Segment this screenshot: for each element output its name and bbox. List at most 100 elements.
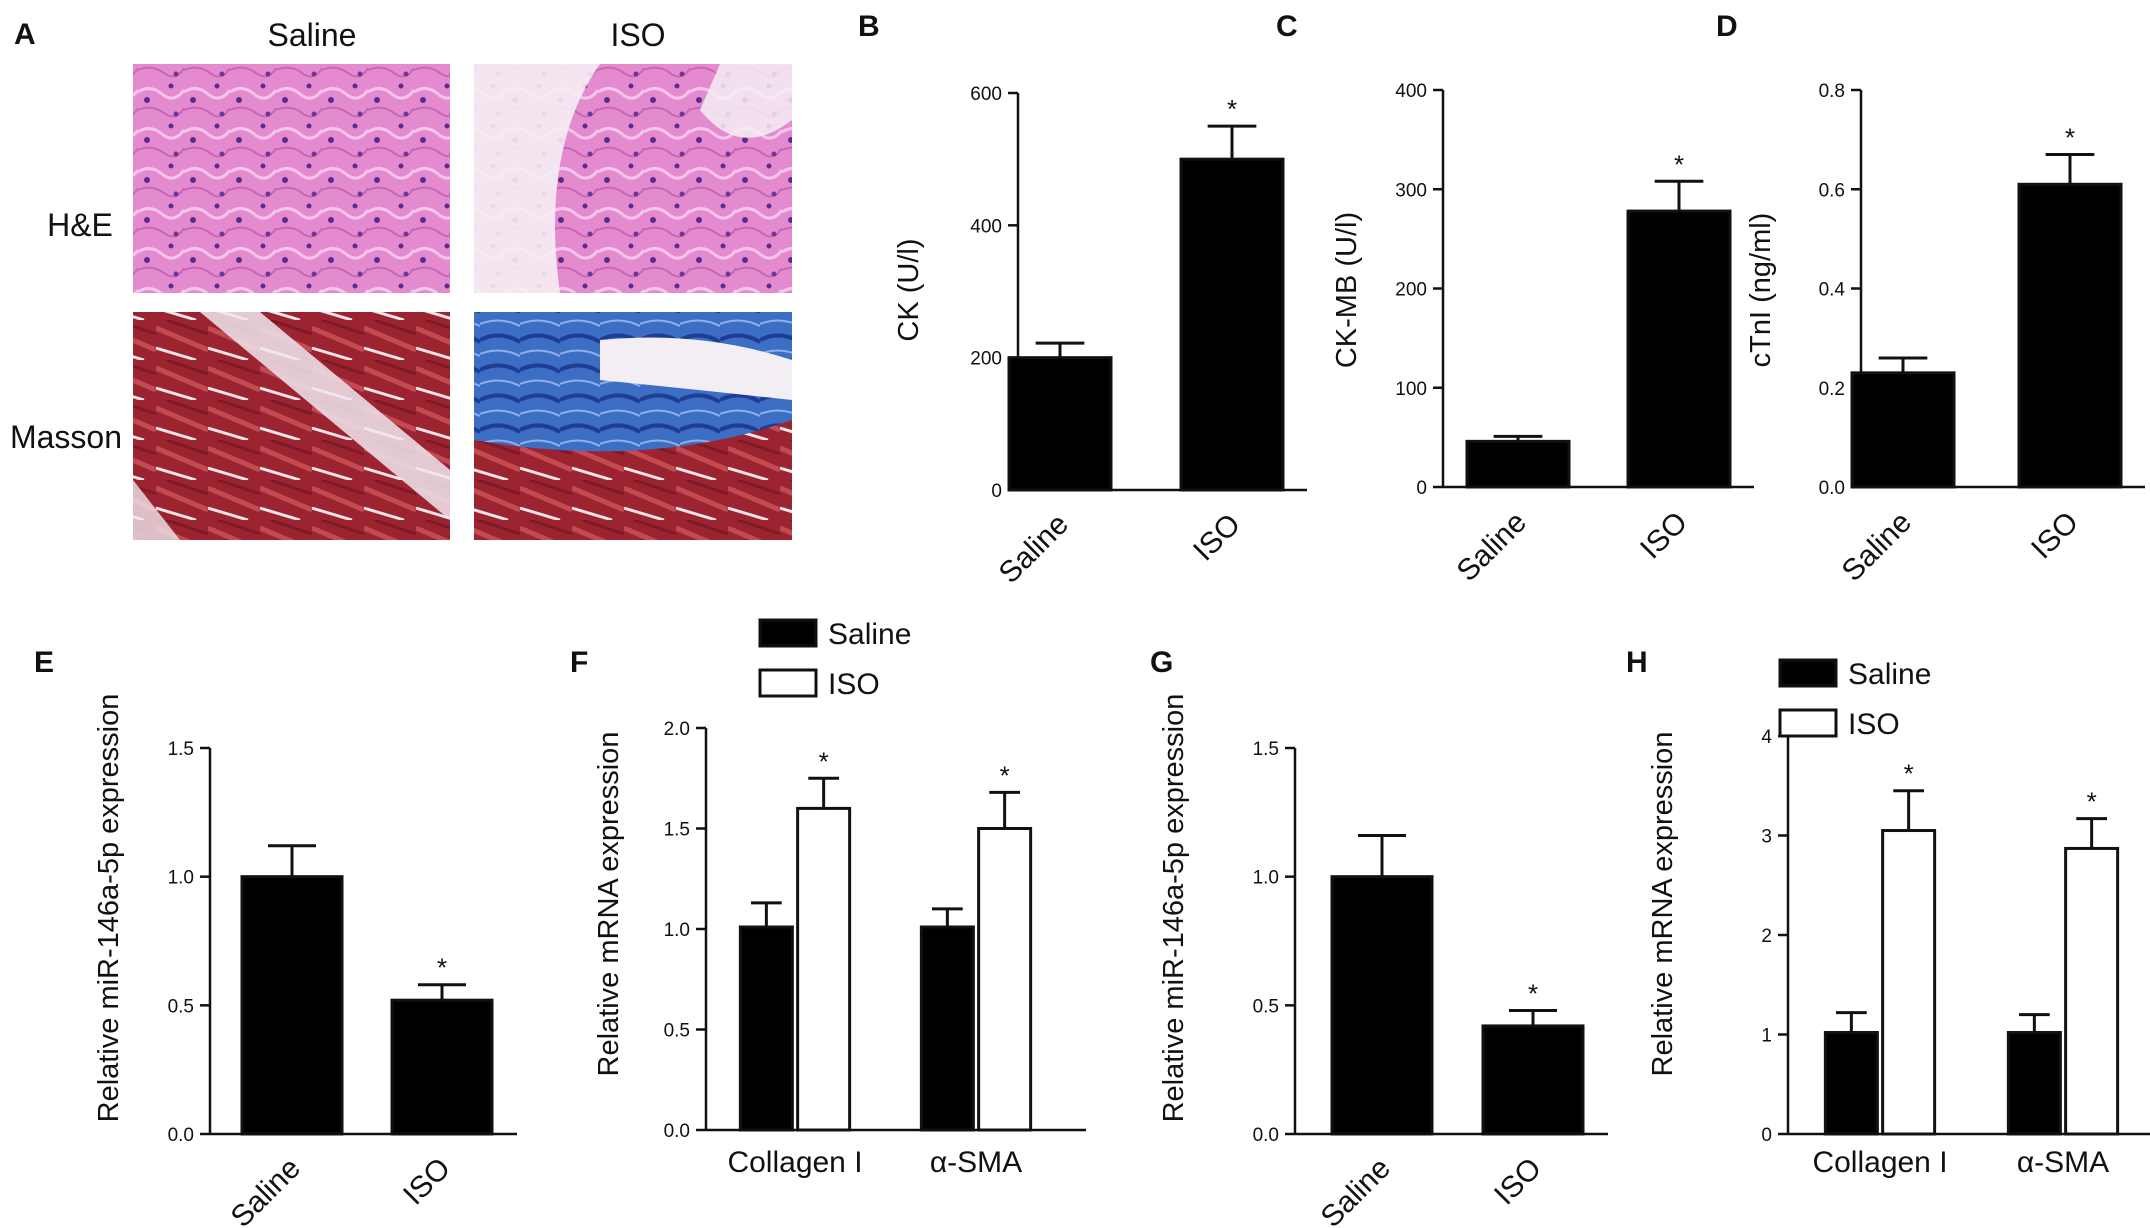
histology-panel: A Saline ISO H&E Masson (10, 17, 792, 540)
y-tick-label: 0.8 (1819, 81, 1845, 102)
y-tick-label: 1.0 (168, 868, 194, 889)
y-axis-label-f: Relative mRNA expression (593, 732, 625, 1077)
chart-e: E 0.0 0.5 1.0 1.5 Relative miR-146a-5p expres… (34, 646, 517, 1228)
significance-marker: * (1528, 978, 1538, 1008)
y-tick-label: 100 (1395, 379, 1427, 400)
y-tick-label: 0.5 (1253, 996, 1279, 1017)
panel-letter-d: D (1716, 10, 1738, 43)
bar (1179, 157, 1285, 492)
y-tick-label: 0.0 (1819, 478, 1845, 499)
category-label: ISO (1488, 1152, 1548, 1212)
legend-label-iso: ISO (1848, 708, 1900, 741)
y-tick-label: 600 (970, 84, 1002, 105)
category-label: Saline (225, 1152, 307, 1228)
significance-marker: * (437, 953, 447, 983)
category-label: Saline (1315, 1152, 1397, 1228)
y-tick-label: 0.4 (1819, 280, 1846, 301)
category-label: ISO (2025, 506, 2085, 566)
category-label: Saline (1451, 506, 1533, 588)
bar (1626, 209, 1732, 489)
y-tick-label: 200 (1395, 280, 1427, 301)
y-tick-label: 1.5 (664, 820, 690, 841)
bar-saline (738, 925, 794, 1132)
y-tick-label: 0.0 (1253, 1125, 1279, 1146)
category-label: Saline (993, 508, 1075, 590)
legend-swatch-saline (1778, 658, 1838, 688)
y-axis-label-g: Relative miR-146a-5p expression (1158, 694, 1190, 1123)
panel-letter-g: G (1150, 646, 1173, 679)
bar (2017, 182, 2123, 489)
legend-label-iso: ISO (828, 668, 880, 701)
y-tick-label: 3 (1761, 827, 1772, 848)
panel-letter-e: E (34, 646, 54, 679)
chart-c: C 0 100 200 300 400 CK-MB (U/l) Saline * ISO (1276, 10, 1754, 588)
y-tick-label: 1.5 (1253, 739, 1279, 760)
y-tick-label: 300 (1395, 180, 1427, 201)
chart-d: D 0.0 0.2 0.4 0.6 0.8 cTnI (ng/ml) Saline * ISO (1716, 10, 2145, 588)
panel-letter-f: F (570, 646, 588, 679)
y-tick-label: 0 (1761, 1125, 1772, 1146)
bar-saline (1823, 1031, 1879, 1136)
y-axis-label-c: CK-MB (U/l) (1331, 212, 1363, 368)
y-tick-label: 2 (1761, 926, 1772, 947)
y-tick-label: 0.6 (1819, 180, 1845, 201)
y-tick-label: 1.5 (168, 739, 194, 760)
bar-iso (796, 806, 852, 1132)
significance-marker: * (1227, 94, 1237, 124)
significance-marker: * (1904, 759, 1914, 789)
histology-row-he: H&E (47, 207, 113, 243)
category-label: Collagen I (727, 1146, 862, 1179)
bar (1850, 371, 1956, 489)
legend-swatch-saline (758, 618, 818, 648)
y-tick-label: 1 (1761, 1026, 1772, 1047)
category-label: α-SMA (930, 1146, 1022, 1179)
panel-letter-h: H (1626, 646, 1648, 679)
histology-column-iso: ISO (610, 17, 665, 53)
significance-marker: * (1000, 760, 1010, 790)
legend-swatch-iso (758, 668, 818, 698)
category-label: Collagen I (1812, 1146, 1947, 1179)
bar-iso (1881, 829, 1937, 1136)
bar (240, 875, 344, 1136)
masson-saline-image (133, 312, 450, 540)
y-tick-label: 0.2 (1819, 379, 1845, 400)
y-tick-label: 400 (970, 216, 1002, 237)
chart-f: F 0.0 0.5 1.0 1.5 2.0 Relative mRNA expression… (570, 618, 1086, 1179)
legend-label-saline: Saline (828, 618, 911, 651)
y-tick-label: 0.5 (664, 1021, 690, 1042)
bar (390, 998, 494, 1136)
y-axis-label-d: cTnI (ng/ml) (1745, 213, 1777, 368)
histology-column-saline: Saline (268, 17, 357, 53)
significance-marker: * (1674, 149, 1684, 179)
bar-saline (2006, 1031, 2062, 1136)
y-tick-label: 0 (991, 481, 1002, 502)
panel-letter-c: C (1276, 10, 1298, 43)
y-tick-label: 200 (970, 349, 1002, 370)
chart-h: H 0 1 2 3 4 Relative mRNA expression * Collagen … (1626, 646, 2150, 1179)
y-tick-label: 0.0 (664, 1121, 690, 1142)
bar-iso (2064, 846, 2120, 1136)
bar (1330, 875, 1434, 1136)
y-axis-label-e: Relative miR-146a-5p expression (93, 694, 125, 1123)
bar (1465, 439, 1571, 489)
y-tick-label: 0.0 (168, 1125, 194, 1146)
bar-saline (919, 925, 975, 1132)
y-tick-label: 1.0 (664, 920, 690, 941)
legend-swatch-iso (1778, 708, 1838, 738)
category-label: ISO (1634, 506, 1694, 566)
masson-iso-image (474, 312, 792, 540)
histology-row-masson: Masson (10, 419, 122, 455)
y-tick-label: 0.5 (168, 996, 194, 1017)
legend-label-saline: Saline (1848, 658, 1931, 691)
chart-g: G 0.0 0.5 1.0 1.5 Relative miR-146a-5p expres… (1150, 646, 1608, 1228)
chart-b: B 0 200 400 600 CK (U/l) Saline * ISO (858, 10, 1307, 590)
significance-marker: * (2065, 123, 2075, 153)
category-label: Saline (1836, 506, 1918, 588)
he-saline-image (133, 64, 450, 293)
panel-letter-a: A (14, 18, 36, 51)
category-label: ISO (1187, 508, 1247, 568)
y-tick-label: 0 (1416, 478, 1427, 499)
bar-iso (977, 827, 1033, 1132)
